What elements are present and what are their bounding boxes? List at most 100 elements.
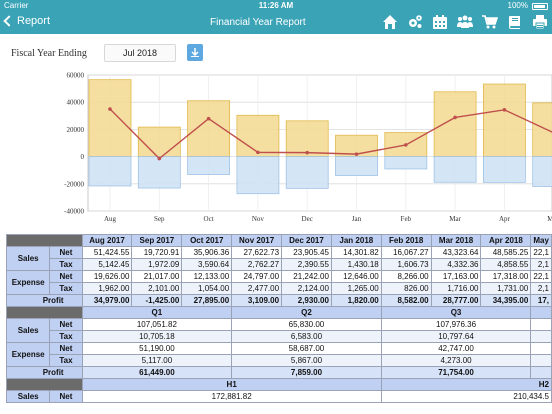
back-button[interactable]: Report bbox=[3, 15, 50, 27]
table-corner bbox=[6, 306, 83, 319]
sales-bar bbox=[482, 83, 526, 158]
nav-bar: Report Financial Year Report bbox=[0, 12, 552, 34]
x-tick-label: Nov bbox=[252, 215, 265, 223]
y-tick-label: -20000 bbox=[64, 180, 84, 188]
y-tick-label: 40000 bbox=[67, 99, 85, 107]
table-cell-overflow bbox=[530, 354, 552, 367]
profit-cell: 71,754.00 bbox=[380, 366, 532, 379]
table-cell-overflow bbox=[530, 330, 552, 343]
table-cell: 19,626.00 bbox=[81, 270, 133, 283]
table-cell: 1,606.73 bbox=[380, 258, 432, 271]
row-sub-label: Tax bbox=[49, 330, 83, 343]
table-row: Sales Net 51,424.55 19,720.91 35,906.36 27,62… bbox=[5, 246, 552, 271]
table-cell: 21,242.00 bbox=[281, 270, 332, 283]
expense-bar bbox=[335, 156, 378, 176]
profit-point bbox=[502, 108, 507, 112]
status-time: 11:26 AM bbox=[258, 1, 294, 10]
month-header: Apr 2018 bbox=[480, 234, 532, 247]
profit-cell: 27,895.00 bbox=[181, 294, 233, 307]
profit-point bbox=[354, 152, 359, 156]
print-icon[interactable] bbox=[532, 14, 548, 30]
table-cell: 4,858.55 bbox=[480, 258, 532, 271]
table-cell: 10,797.64 bbox=[380, 330, 532, 343]
table-row: Sales Net 172,881.82 210,434.5 bbox=[5, 390, 552, 403]
profit-cell: -1,425.00 bbox=[131, 294, 183, 307]
sales-bar bbox=[137, 126, 181, 157]
settings-icon[interactable] bbox=[407, 14, 423, 30]
profit-point bbox=[404, 143, 408, 147]
table-row: Tax 1,962.00 2,101.00 1,054.00 2,477.00 2,124… bbox=[7, 282, 552, 295]
table-cell: 35,906.36 bbox=[181, 246, 233, 259]
quarter-header: Q2 bbox=[231, 306, 382, 319]
sales-group-label: Sales bbox=[5, 390, 51, 403]
fiscal-year-label: Fiscal Year Ending bbox=[11, 48, 87, 59]
table-cell: 8,266.00 bbox=[380, 270, 432, 283]
table-cell: 22,1 bbox=[530, 246, 552, 259]
sales-group-label: Sales bbox=[5, 318, 51, 343]
expense-bar bbox=[532, 156, 552, 187]
users-icon[interactable] bbox=[457, 14, 473, 30]
row-sub-label: Tax bbox=[49, 282, 83, 295]
battery-percent: 100% bbox=[507, 1, 528, 10]
expense-bar bbox=[88, 156, 132, 187]
table-cell: 210,434.5 bbox=[380, 390, 552, 403]
table-cell: 4,273.00 bbox=[380, 354, 532, 367]
profit-point bbox=[206, 116, 211, 121]
x-tick-label: May bbox=[547, 215, 552, 223]
book-icon[interactable] bbox=[507, 14, 523, 30]
expense-bar bbox=[433, 156, 477, 183]
expense-group-label: Expense bbox=[5, 270, 51, 295]
table-cell: 16,067.27 bbox=[380, 246, 432, 259]
table-cell: 1,962.00 bbox=[81, 282, 133, 295]
table-cell: 1,054.00 bbox=[181, 282, 233, 295]
table-cell: 6,583.00 bbox=[231, 330, 382, 343]
profit-cell: 28,777.00 bbox=[430, 294, 482, 307]
sales-group-label: Sales bbox=[5, 246, 51, 271]
home-icon[interactable] bbox=[382, 14, 398, 30]
table-row: Tax 10,705.18 6,583.00 10,797.64 bbox=[7, 330, 552, 343]
fiscal-year-select[interactable]: Jul 2018 bbox=[104, 44, 176, 62]
half-header: H1 bbox=[81, 378, 382, 391]
table-cell: 23,905.45 bbox=[281, 246, 332, 259]
profit-cell: 34,395.00 bbox=[480, 294, 532, 307]
fiscal-year-submit-button[interactable] bbox=[187, 44, 203, 61]
table-cell: 51,190.00 bbox=[81, 342, 233, 355]
nav-toolbar bbox=[382, 14, 548, 30]
table-cell: 2,124.00 bbox=[281, 282, 332, 295]
table-cell: 2,762.27 bbox=[231, 258, 283, 271]
expense-bar bbox=[187, 156, 231, 175]
table-cell: 17,163.00 bbox=[430, 270, 482, 283]
sales-bar bbox=[88, 79, 132, 157]
calendar-icon[interactable] bbox=[432, 14, 448, 30]
download-arrow-icon bbox=[191, 48, 199, 57]
table-corner bbox=[6, 234, 83, 247]
quarter-header-overflow bbox=[530, 306, 552, 319]
expense-bar bbox=[285, 156, 329, 189]
table-cell: 1,731.00 bbox=[480, 282, 532, 295]
month-header-row: Aug 2017 Sep 2017 Oct 2017 Nov 2017 Dec 2017… bbox=[6, 234, 552, 247]
battery-icon bbox=[532, 3, 548, 10]
x-tick-label: Apr bbox=[499, 215, 511, 223]
table-cell: 12,646.00 bbox=[330, 270, 382, 283]
x-tick-label: Mar bbox=[449, 215, 461, 223]
profit-cell: 17, bbox=[530, 294, 552, 307]
table-cell: 107,051.82 bbox=[81, 318, 233, 331]
profit-point bbox=[108, 107, 112, 111]
table-cell: 22,1 bbox=[530, 270, 552, 283]
table-cell-overflow bbox=[530, 318, 552, 331]
table-corner bbox=[6, 378, 83, 391]
table-cell: 48,585.25 bbox=[480, 246, 532, 259]
month-header: May bbox=[530, 234, 552, 247]
table-cell: 1,430.18 bbox=[330, 258, 382, 271]
financial-chart: -40000 -20000 0 20000 40000 60000 Aug Sep Oct Nov… bbox=[64, 72, 552, 223]
y-tick-label: 20000 bbox=[67, 126, 85, 134]
table-row: Tax 5,117.00 5,867.00 4,273.00 bbox=[7, 354, 552, 367]
profit-row: Profit 61,449.00 7,859.00 71,754.00 bbox=[6, 366, 552, 379]
table-cell: 51,424.55 bbox=[81, 246, 133, 259]
y-tick-label: 0 bbox=[81, 153, 85, 161]
month-header: Dec 2017 bbox=[281, 234, 332, 247]
profit-line bbox=[109, 108, 552, 160]
cart-icon[interactable] bbox=[482, 14, 498, 30]
table-cell: 12,133.00 bbox=[181, 270, 233, 283]
row-sub-label: Net bbox=[49, 270, 83, 283]
